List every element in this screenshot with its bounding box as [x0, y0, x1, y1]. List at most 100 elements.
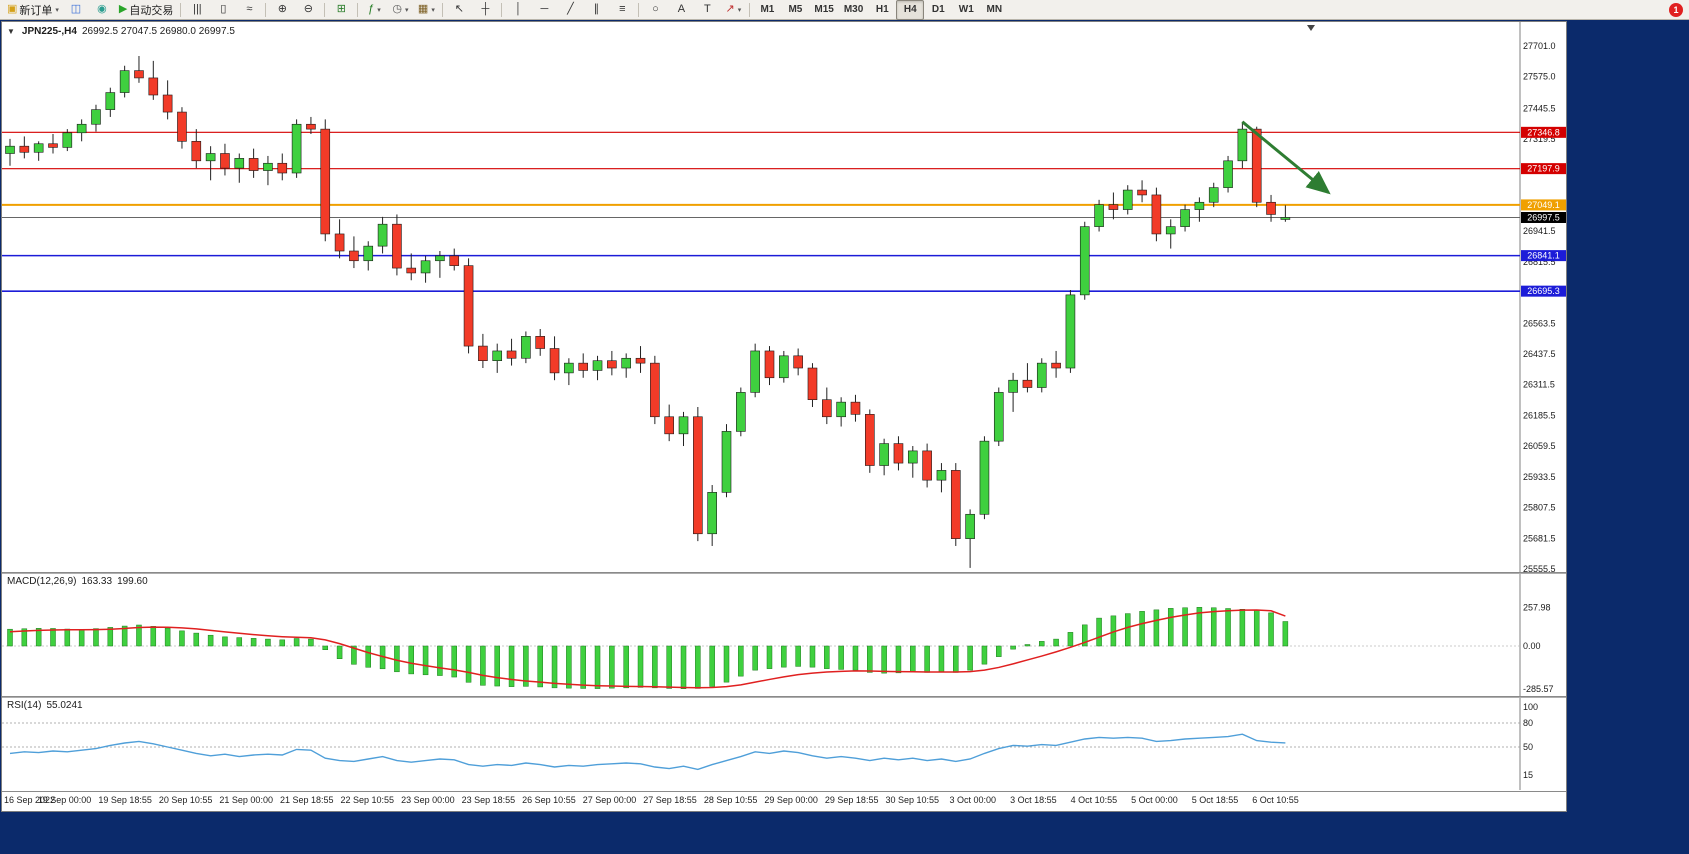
macd-histogram-bar — [723, 645, 730, 683]
candle-up — [1208, 187, 1219, 203]
fibonacci-button[interactable]: ≡ — [609, 0, 635, 20]
chart-shift-marker[interactable] — [1307, 25, 1315, 31]
autotrade-button[interactable]: ▶ 自动交易 — [115, 0, 177, 20]
macd-histogram-bar — [910, 645, 916, 673]
macd-histogram-bar — [150, 626, 157, 647]
time-axis-label: 20 Sep 10:55 — [158, 795, 213, 805]
macd-signal-value: 199.60 — [117, 576, 148, 587]
timeframe-button-M1[interactable]: M1 — [760, 4, 775, 15]
crosshair-button[interactable]: ┼ — [472, 0, 498, 20]
timeframe-button-M15[interactable]: M15 — [814, 4, 834, 15]
notification-badge[interactable]: 1 — [1669, 3, 1683, 17]
candle-down — [478, 345, 488, 362]
candle-down — [922, 450, 932, 481]
time-axis-label: 30 Sep 10:55 — [885, 795, 940, 805]
macd-histogram-bar — [852, 645, 859, 671]
macd-histogram-bar — [279, 639, 286, 647]
templates-button[interactable]: ▦ ▾ — [413, 0, 439, 20]
price-chart[interactable]: 27701.0 27575.0 27445.5 27319.5 26941.5 26815… — [2, 22, 1566, 574]
time-axis-label: 23 Sep 18:55 — [461, 795, 516, 805]
macd-histogram-bar — [637, 645, 644, 688]
shapes-button[interactable]: ○ — [642, 0, 668, 20]
time-axis-label: 27 Sep 18:55 — [643, 795, 697, 805]
horizontal-line-button[interactable]: ─ — [531, 0, 557, 20]
chevron-down-icon: ▾ — [377, 6, 381, 14]
macd-histogram-bar — [308, 638, 314, 647]
time-axis[interactable]: 16 Sep 2022 19 Sep 00:00 19 Sep 18:55 20 Se… — [2, 791, 1566, 811]
price-axis-label: 25933.5 — [1523, 472, 1556, 482]
zoom-out-button[interactable]: ⊖ — [295, 0, 321, 20]
rsi-chart[interactable]: 100 80 50 15 — [2, 698, 1566, 790]
macd-histogram-bar — [1196, 607, 1203, 647]
vline-icon: │ — [514, 3, 522, 15]
vertical-line-button[interactable]: │ — [505, 0, 531, 20]
macd-histogram-bar — [594, 645, 601, 689]
channel-button[interactable]: ∥ — [583, 0, 609, 20]
trendline-button[interactable]: ╱ — [557, 0, 583, 20]
price-badge — [1521, 163, 1566, 175]
trend-arrow[interactable] — [1241, 120, 1331, 195]
timeframe-button-M5[interactable]: M5 — [788, 4, 803, 15]
time-axis-label: 28 Sep 10:55 — [703, 795, 758, 805]
one-click-trading-toggle[interactable]: ▼ — [7, 27, 15, 36]
market-watch-button[interactable]: ◫ — [63, 0, 89, 20]
indicators-button[interactable]: ƒ ▾ — [361, 0, 387, 20]
text-button[interactable]: A — [668, 0, 694, 20]
timeframe-button-D1[interactable]: D1 — [931, 4, 945, 15]
rsi-pane-bg — [2, 698, 1566, 790]
new-order-button[interactable]: ▣ 新订单 ▾ — [3, 0, 63, 20]
candle-up — [1036, 362, 1047, 388]
periods-button[interactable]: ◷ ▾ — [387, 0, 413, 20]
candle-down — [449, 255, 460, 266]
pane-divider[interactable] — [2, 696, 1566, 698]
timeframe-button-M30[interactable]: M30 — [843, 4, 864, 15]
tile-windows-button[interactable]: ⊞ — [328, 0, 354, 20]
candle-down — [578, 362, 589, 371]
time-axis-label: 19 Sep 18:55 — [98, 795, 152, 805]
candle-up — [979, 440, 990, 515]
macd-histogram-bar — [494, 645, 500, 687]
candle-chart-button[interactable]: ▯ — [210, 0, 236, 20]
cursor-button[interactable]: ↖ — [446, 0, 472, 20]
macd-histogram-bar — [1010, 645, 1016, 650]
toolbar-separator — [357, 2, 359, 17]
pane-divider[interactable] — [2, 572, 1566, 574]
candle-down — [1137, 189, 1147, 196]
timeframe-button-H1[interactable]: H1 — [875, 4, 889, 15]
price-axis-label: 27445.5 — [1523, 103, 1556, 113]
candle-up — [5, 145, 15, 154]
candle-chart-icon: ▯ — [220, 3, 227, 15]
timeframe-button-MN[interactable]: MN — [986, 4, 1003, 15]
macd-histogram-bar — [1182, 607, 1188, 647]
rsi-line — [9, 733, 1286, 771]
timeframe-button-W1[interactable]: W1 — [958, 4, 974, 15]
fibonacci-icon: ≡ — [619, 3, 626, 15]
macd-histogram-bar — [652, 645, 658, 689]
autotrade-button-label: 自动交易 — [129, 4, 174, 17]
data-window-button[interactable]: ◉ — [89, 0, 115, 20]
macd-histogram-bar — [64, 628, 71, 647]
macd-histogram-bar — [21, 628, 28, 647]
macd-histogram-bar — [695, 645, 701, 689]
price-badge — [1521, 126, 1566, 138]
trendline-icon: ╱ — [567, 3, 574, 15]
rsi-axis-label: 100 — [1523, 702, 1538, 712]
line-chart-button[interactable]: ≈ — [236, 0, 262, 20]
candle-up — [1223, 160, 1233, 188]
macd-chart[interactable]: 257.98 0.00 -285.57 — [2, 574, 1566, 696]
candle-up — [76, 123, 87, 134]
candle-up — [263, 162, 273, 171]
arrows-button[interactable]: ↗ ▾ — [720, 0, 746, 20]
macd-histogram-bar — [293, 638, 300, 647]
macd-histogram-bar — [1167, 608, 1174, 647]
macd-histogram-bar — [766, 645, 773, 669]
toolbar-items: ▣ 新订单 ▾ ◫ ◉ ▶ 自动交易 ||| ▯ ≈ ⊕ ⊖ ⊞ ƒ ▾ ◷ ▾ ▦ ▾ ↖ ┼ │ ─ ╱ ∥ ≡ ○ A T ↗ ▾ M1… — [3, 0, 1008, 20]
label-button[interactable]: T — [694, 0, 720, 20]
zoom-in-button[interactable]: ⊕ — [269, 0, 295, 20]
candle-down — [893, 443, 904, 464]
candle-up — [1237, 128, 1248, 162]
bar-chart-button[interactable]: ||| — [184, 0, 210, 20]
candle-up — [91, 109, 101, 125]
timeframe-button-H4[interactable]: H4 — [896, 0, 925, 20]
candle-up — [1094, 204, 1104, 227]
